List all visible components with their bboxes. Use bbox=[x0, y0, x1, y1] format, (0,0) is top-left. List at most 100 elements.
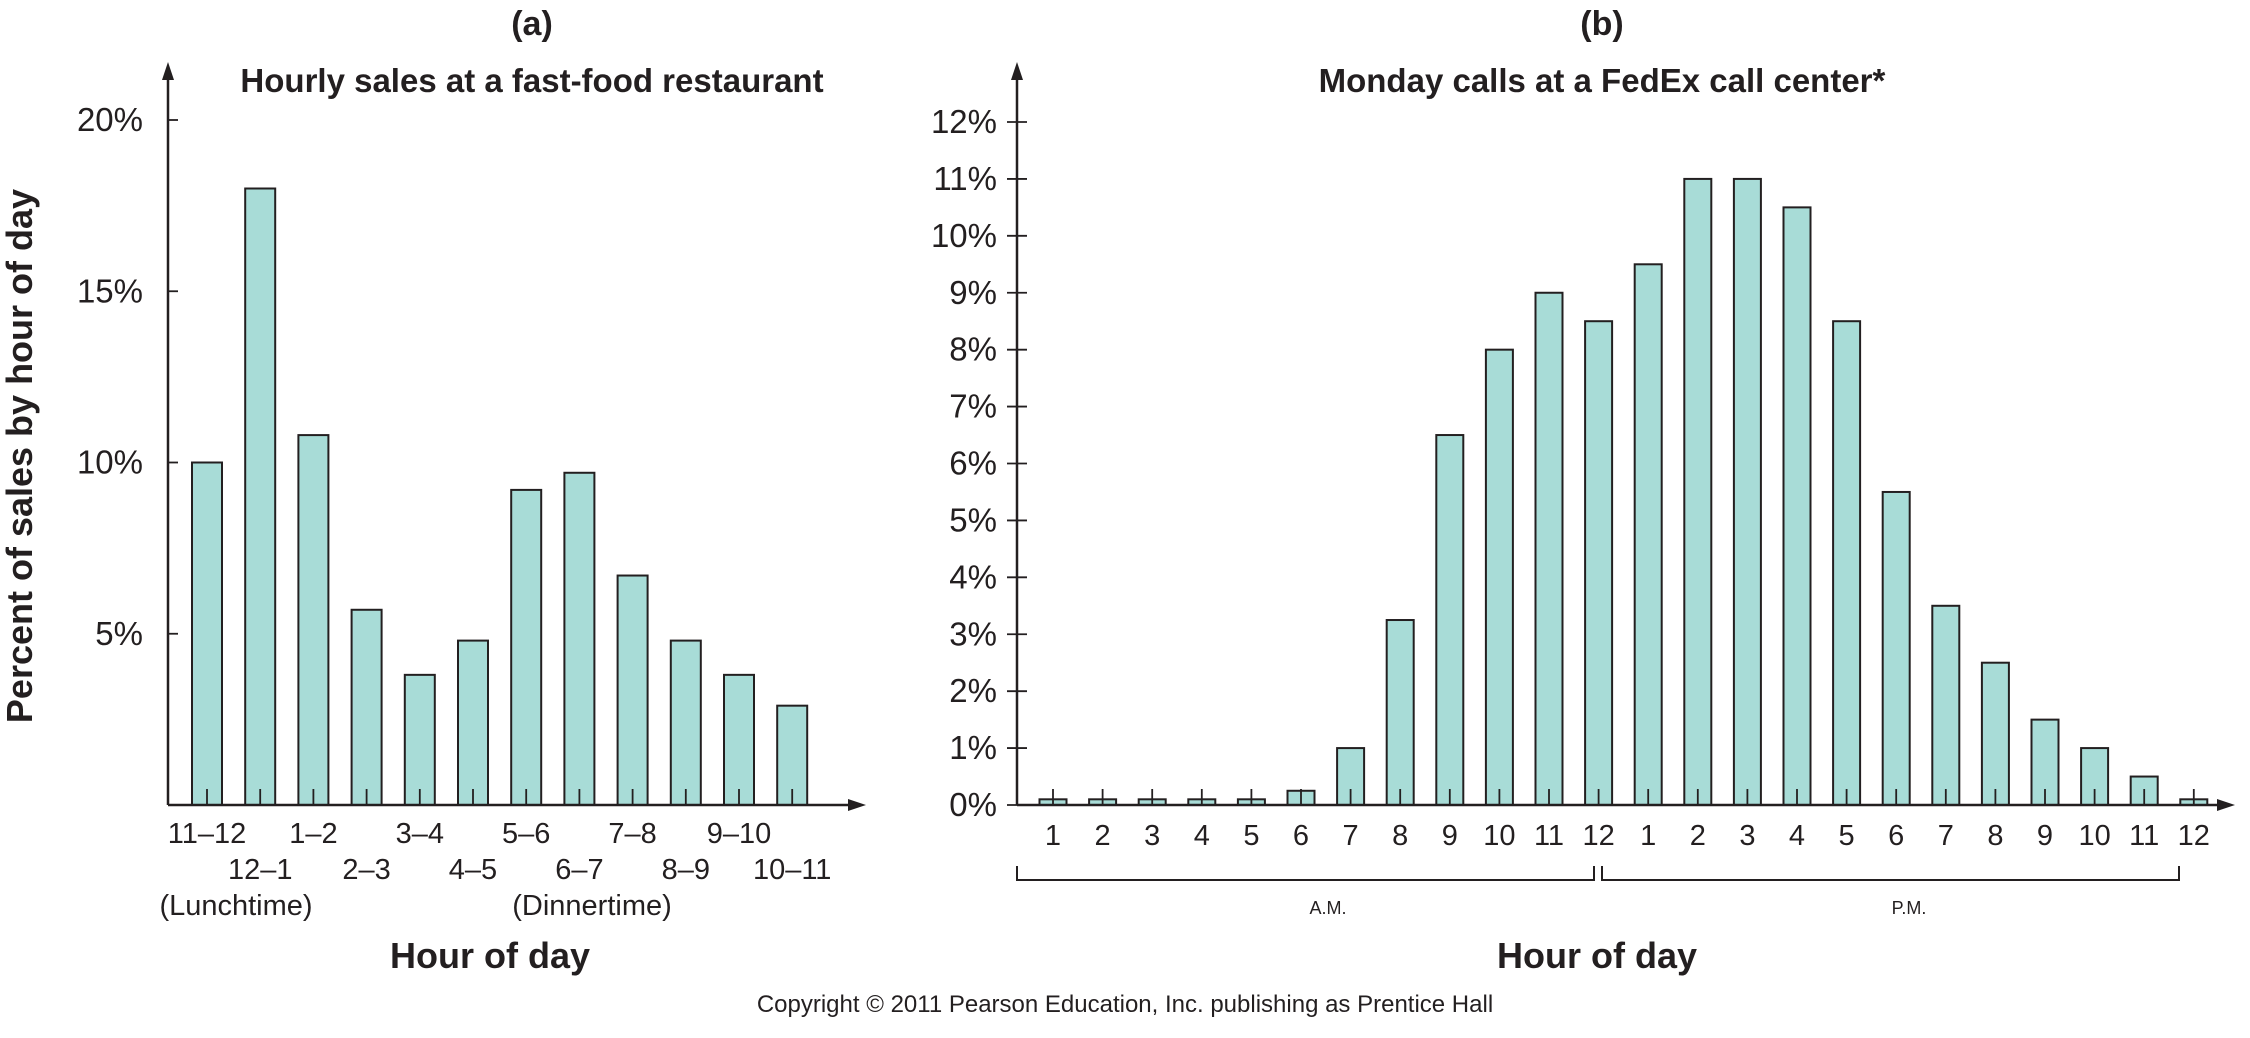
chart-a-bar bbox=[510, 488, 543, 806]
chart-b-x-tick-label: 6 bbox=[1293, 820, 1309, 852]
chart-a-bar bbox=[191, 461, 223, 806]
chart-a-x-tick-label: 2–3 bbox=[342, 854, 390, 886]
chart-b-bar bbox=[1435, 434, 1465, 806]
chart-b-bar bbox=[1832, 320, 1862, 806]
chart-b-y-tick-label: 7% bbox=[949, 388, 997, 425]
chart-b-x-tick-label: 12 bbox=[2178, 820, 2210, 852]
chart-a-bar bbox=[616, 574, 649, 807]
chart-b-x-tick-label: 5 bbox=[1839, 820, 1855, 852]
chart-b-x-tick-label: 9 bbox=[2037, 820, 2053, 852]
chart-a-y-tick-label: 15% bbox=[77, 272, 143, 309]
chart-a-x-tick-label: 3–4 bbox=[396, 818, 444, 850]
chart-b-y-tick-label: 5% bbox=[949, 501, 997, 538]
chart-b-bar bbox=[1633, 263, 1663, 806]
chart-a-annotation-lunchtime: (Lunchtime) bbox=[159, 890, 312, 922]
chart-b-x-tick-label: 3 bbox=[1144, 820, 1160, 852]
chart-b-bar bbox=[1980, 661, 2010, 806]
chart-b-x-ticks: 1 2 3 4 5 6 7 8 9 10 11 12 1 2 3 4 5 6 7 8 9 10 11 12 bbox=[1045, 789, 2210, 852]
chart-b-x-tick-label: 11 bbox=[2129, 820, 2159, 852]
chart-a-annotation-dinnertime: (Dinnertime) bbox=[512, 890, 672, 922]
chart-b-bar bbox=[1584, 320, 1614, 806]
chart-b-panel-label: (b) bbox=[1580, 5, 1623, 43]
chart-b-y-tick-label: 8% bbox=[949, 331, 997, 368]
chart-a-x-tick-label: 6–7 bbox=[555, 854, 603, 886]
chart-b-x-tick-label: 2 bbox=[1095, 820, 1111, 852]
chart-b-x-tick-label: 3 bbox=[1739, 820, 1755, 852]
chart-b-bar bbox=[2030, 718, 2060, 806]
chart-b-y-tick-label: 1% bbox=[949, 729, 997, 766]
chart-a-x-axis-title: Hour of day bbox=[390, 935, 590, 976]
chart-b-title: Monday calls at a FedEx call center* bbox=[1319, 62, 1886, 99]
chart-b-y-tick-label: 0% bbox=[949, 786, 997, 823]
chart-b-y-tick-label: 11% bbox=[933, 160, 997, 197]
chart-b-x-axis-title: Hour of day bbox=[1497, 935, 1697, 976]
chart-a-x-tick-label: 5–6 bbox=[502, 818, 550, 850]
chart-b-x-tick-label: 4 bbox=[1194, 820, 1210, 852]
chart-a-x-tick-label: 8–9 bbox=[662, 854, 710, 886]
chart-b-y-tick-label: 3% bbox=[949, 615, 997, 652]
chart-b-period-pm: P.M. bbox=[1892, 898, 1927, 918]
chart-a-x-tick-label: 10–11 bbox=[753, 854, 832, 886]
chart-b-y-tick-label: 6% bbox=[949, 445, 997, 482]
chart-a-x-ticks: 11–12 12–1 1–22–33–44–55–66–77–88–9 9–10 10–… bbox=[168, 789, 832, 886]
chart-b-x-tick-label: 12 bbox=[1582, 820, 1614, 852]
chart-b-bar bbox=[1385, 619, 1415, 806]
chart-a-bar bbox=[669, 639, 702, 806]
chart-a-y-axis-title: Percent of sales by hour of day bbox=[0, 189, 40, 723]
chart-a-bars bbox=[191, 187, 809, 807]
chart-a-bar bbox=[563, 471, 596, 806]
chart-b-bar bbox=[1732, 177, 1762, 806]
chart-a-bar bbox=[457, 639, 489, 806]
chart-a-hourly-sales: (a) Hourly sales at a fast-food restaura… bbox=[0, 5, 866, 976]
chart-a-y-tick-label: 10% bbox=[77, 444, 143, 481]
chart-a-x-tick-label: 11–12 bbox=[168, 818, 247, 850]
chart-a-x-tick-label: 1–2 bbox=[289, 818, 337, 850]
chart-a-title: Hourly sales at a fast-food restaurant bbox=[240, 62, 823, 99]
chart-b-x-tick-label: 1 bbox=[1640, 820, 1656, 852]
chart-b-y-tick-label: 9% bbox=[949, 274, 997, 311]
chart-b-bar bbox=[1534, 291, 1564, 806]
chart-b-y-tick-label: 10% bbox=[931, 217, 997, 254]
chart-b-x-tick-label: 5 bbox=[1243, 820, 1259, 852]
chart-b-x-tick-label: 2 bbox=[1690, 820, 1706, 852]
chart-a-x-tick-label: 4–5 bbox=[449, 854, 497, 886]
chart-b-monday-calls: (b) Monday calls at a FedEx call center*… bbox=[931, 5, 2235, 976]
chart-a-bar bbox=[403, 673, 436, 806]
chart-a-bar bbox=[350, 608, 383, 807]
chart-b-x-tick-label: 10 bbox=[2078, 820, 2110, 852]
chart-b-bar bbox=[1484, 348, 1514, 806]
chart-b-bars bbox=[1038, 177, 2209, 807]
chart-a-x-tick-label: 9–10 bbox=[707, 818, 772, 850]
chart-b-bar bbox=[1782, 206, 1812, 806]
chart-b-period-brackets bbox=[1016, 866, 2180, 881]
chart-b-x-tick-label: 7 bbox=[1938, 820, 1954, 852]
chart-a-x-tick-label: 7–8 bbox=[608, 818, 656, 850]
chart-b-x-tick-label: 4 bbox=[1789, 820, 1805, 852]
chart-b-x-tick-label: 9 bbox=[1442, 820, 1458, 852]
chart-b-x-tick-label: 11 bbox=[1534, 820, 1564, 852]
chart-a-bar bbox=[297, 434, 330, 806]
chart-b-x-tick-label: 7 bbox=[1343, 820, 1359, 852]
chart-a-y-tick-label: 20% bbox=[77, 101, 143, 138]
chart-b-y-tick-label: 12% bbox=[931, 103, 997, 140]
chart-b-x-tick-label: 10 bbox=[1483, 820, 1515, 852]
chart-a-x-tick-label: 12–1 bbox=[228, 854, 293, 886]
chart-b-y-ticks: 0% 1% 2% 3% 4% 5% 6% 7% 8% 9% 10% 11% 12% bbox=[931, 103, 1027, 823]
chart-a-bar bbox=[244, 187, 277, 806]
chart-b-x-axis-arrow-icon bbox=[2217, 799, 2235, 811]
chart-b-bar bbox=[2080, 747, 2110, 806]
chart-b-x-tick-label: 6 bbox=[1888, 820, 1904, 852]
chart-b-period-am: A.M. bbox=[1309, 898, 1346, 918]
chart-b-bar bbox=[1683, 177, 1713, 806]
chart-b-bar bbox=[1931, 604, 1961, 807]
chart-b-y-tick-label: 2% bbox=[949, 672, 997, 709]
chart-b-x-tick-label: 8 bbox=[1392, 820, 1408, 852]
chart-b-x-tick-label: 1 bbox=[1045, 820, 1061, 852]
chart-b-bar bbox=[1881, 490, 1911, 806]
chart-a-y-axis-arrow-icon bbox=[162, 62, 174, 80]
chart-a-panel-label: (a) bbox=[511, 5, 553, 43]
chart-b-y-axis-arrow-icon bbox=[1011, 62, 1023, 80]
chart-a-y-tick-label: 5% bbox=[95, 615, 143, 652]
chart-b-x-tick-label: 8 bbox=[1987, 820, 2003, 852]
